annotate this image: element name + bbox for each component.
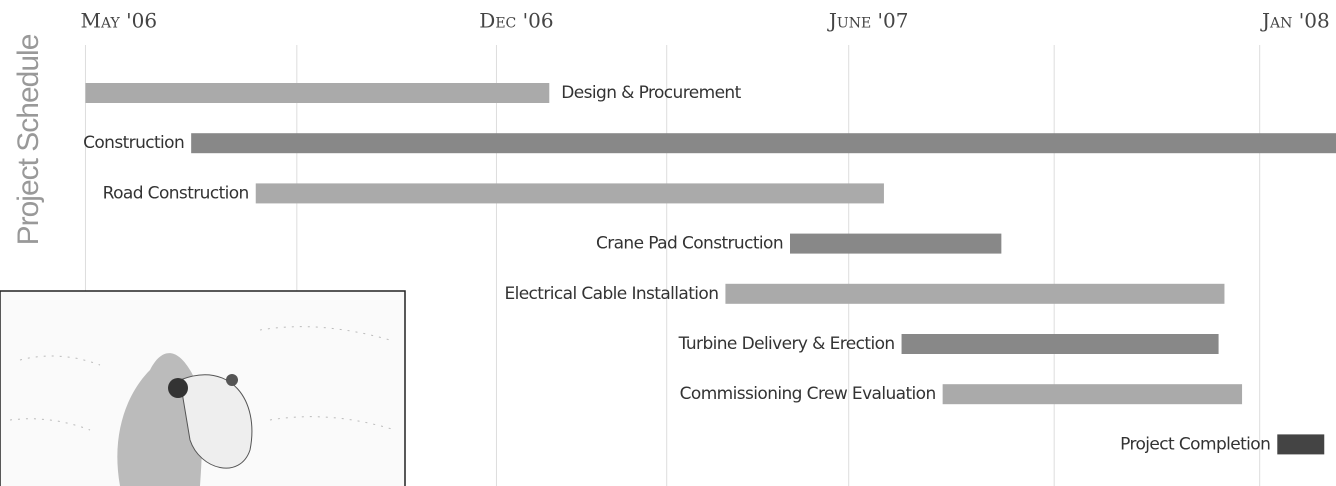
x-tick-label: May '06 bbox=[80, 9, 157, 33]
task-label: Turbine Delivery & Erection bbox=[678, 334, 895, 354]
task-label: Crane Pad Construction bbox=[596, 234, 783, 254]
frog-illustration bbox=[0, 291, 405, 486]
task-label: Road Construction bbox=[103, 183, 249, 203]
task-bar bbox=[902, 334, 1219, 354]
task-bar bbox=[191, 133, 1336, 153]
x-tick-label: June '07 bbox=[827, 9, 909, 33]
task-bar bbox=[725, 284, 1224, 304]
task-bar bbox=[790, 234, 1001, 254]
chart-title: Project Schedule bbox=[12, 34, 45, 245]
task-bar bbox=[1277, 434, 1324, 454]
task-label: Construction bbox=[83, 133, 184, 153]
task-bar bbox=[256, 183, 884, 203]
task-label: Commissioning Crew Evaluation bbox=[680, 384, 936, 404]
chart: May '06 Dec '06 June '07 Jan '08 Project Sc… bbox=[0, 0, 1336, 486]
task-label: Project Completion bbox=[1120, 434, 1270, 454]
task-label: Electrical Cable Installation bbox=[504, 284, 718, 304]
task-bar bbox=[85, 83, 549, 103]
x-tick-label: Jan '08 bbox=[1260, 9, 1330, 33]
task-bar bbox=[943, 384, 1242, 404]
task-label: Design & Procurement bbox=[561, 83, 741, 103]
x-tick-label: Dec '06 bbox=[479, 9, 553, 33]
